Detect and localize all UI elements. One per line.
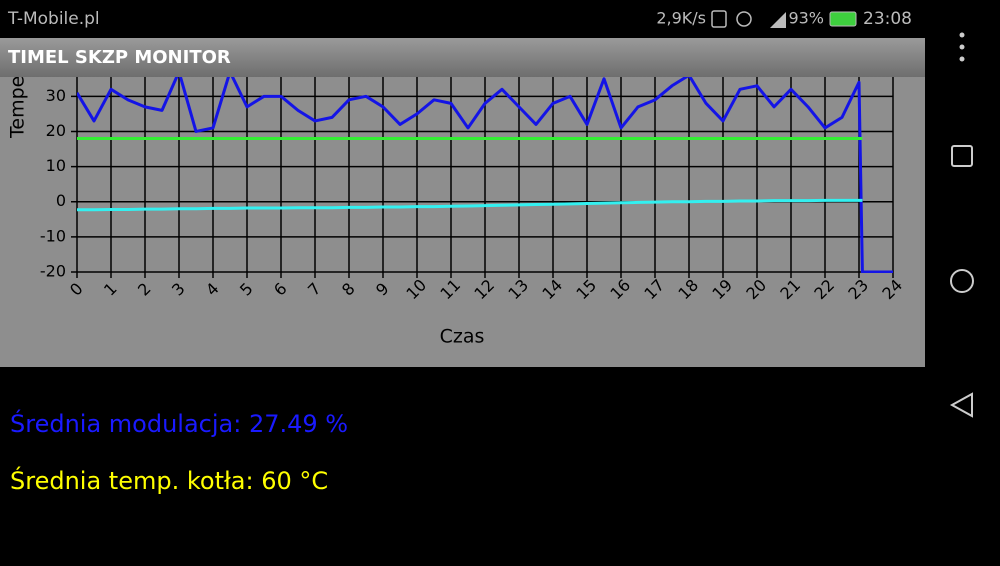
series-line xyxy=(77,77,893,273)
menu-button[interactable] xyxy=(959,32,965,62)
clock: 23:08 xyxy=(863,9,912,29)
battery-icon xyxy=(829,11,857,27)
app-bar xyxy=(0,38,925,77)
app-title: TIMEL SKZP MONITOR xyxy=(8,47,231,68)
home-button[interactable] xyxy=(950,269,974,293)
nfc-icon xyxy=(711,10,727,28)
signal-icon xyxy=(770,12,786,28)
y-tick-label: 30 xyxy=(46,86,66,105)
y-tick-label: 20 xyxy=(46,121,66,140)
chart-background xyxy=(0,77,925,367)
y-tick-label: -20 xyxy=(40,262,66,281)
y-axis-label: Tempe xyxy=(7,76,29,139)
series-line xyxy=(77,198,863,212)
y-tick-label: 0 xyxy=(56,191,66,210)
y-tick-label: -10 xyxy=(40,226,66,245)
recents-button[interactable] xyxy=(951,145,973,167)
alarm-icon xyxy=(736,11,752,27)
carrier: T-Mobile.pl xyxy=(7,9,100,29)
x-axis-label: Czas xyxy=(440,326,485,348)
stat-modulation: Średnia modulacja: 27.49 % xyxy=(10,408,348,438)
back-button[interactable] xyxy=(949,392,973,418)
stat-boiler-temp: Średnia temp. kotła: 60 °C xyxy=(10,465,328,495)
y-tick-label: 10 xyxy=(46,156,66,175)
net-speed: 2,9K/s xyxy=(656,9,706,28)
battery-level: 93% xyxy=(788,9,824,28)
plot-lines xyxy=(77,77,893,273)
